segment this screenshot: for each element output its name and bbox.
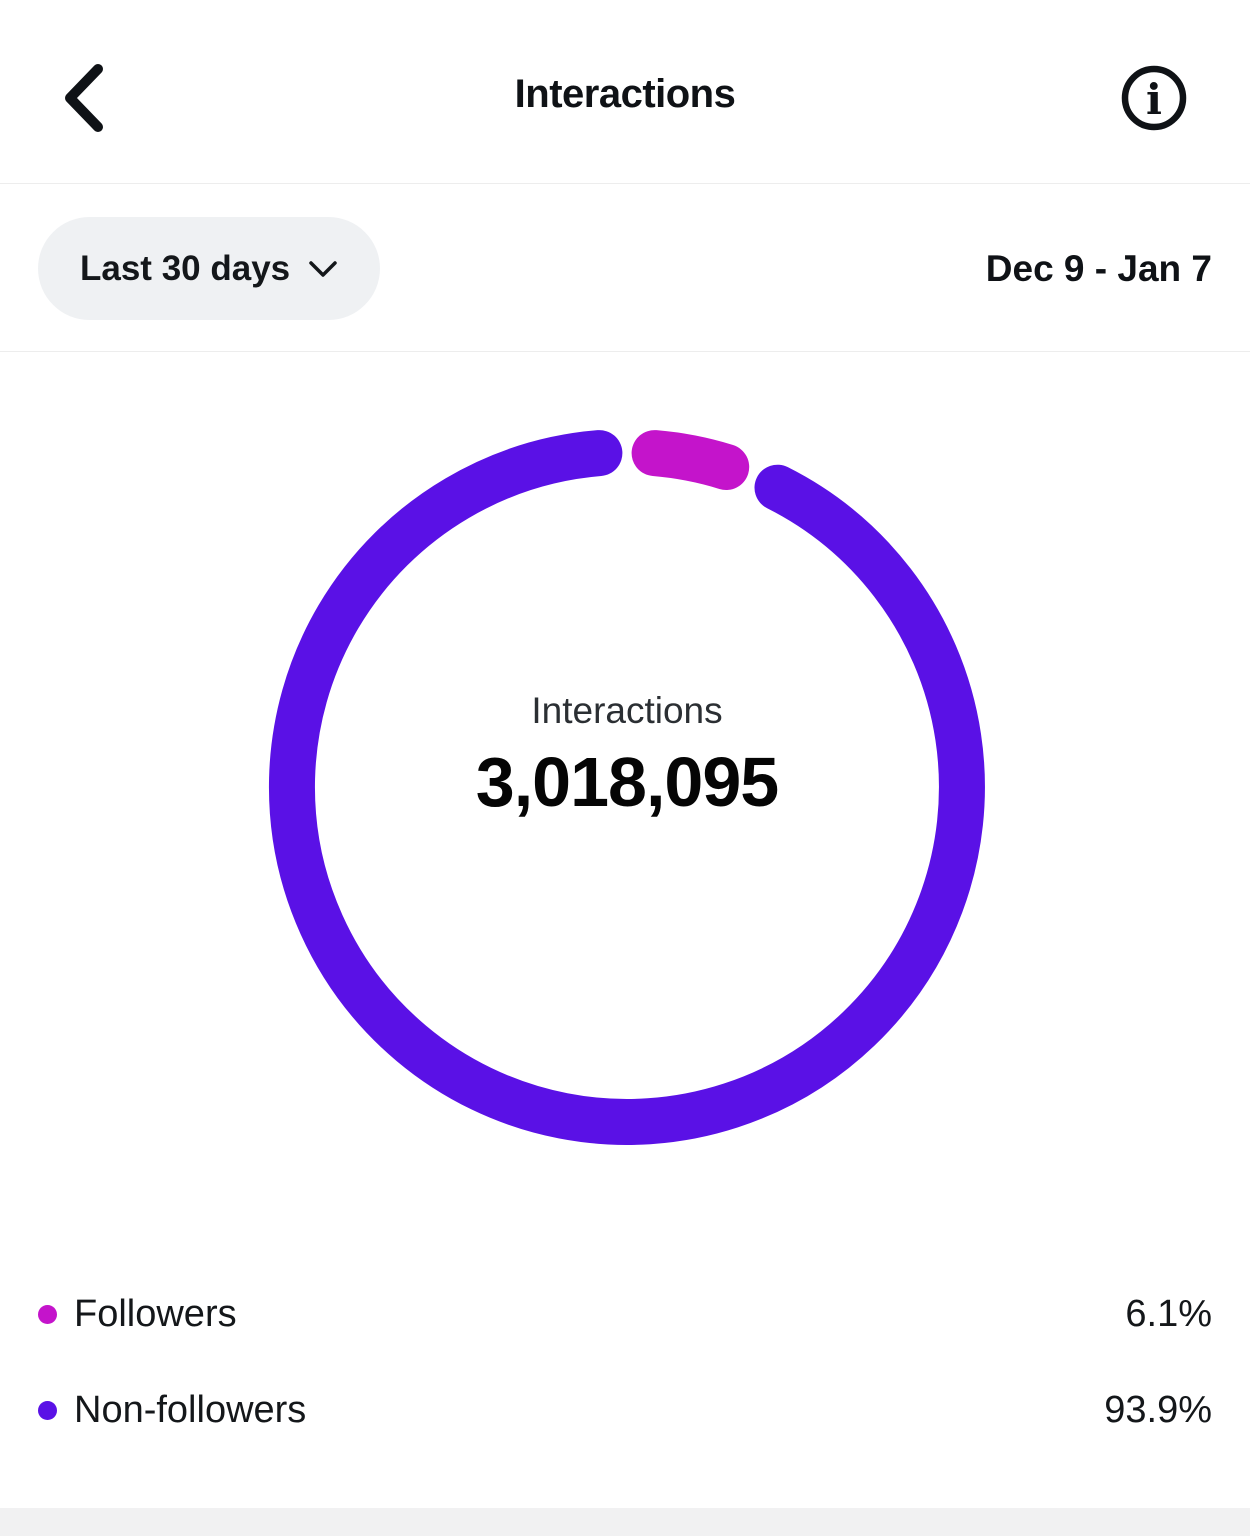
non-followers-dot-icon xyxy=(38,1400,57,1420)
donut-segment-followers xyxy=(631,430,750,490)
donut-segment-non-followers xyxy=(268,430,985,1145)
legend-row-followers: Followers 6.1% xyxy=(38,1288,1212,1340)
header: Interactions i xyxy=(0,0,1250,184)
date-range-text: Dec 9 - Jan 7 xyxy=(985,247,1212,289)
filter-row: Last 30 days Dec 9 - Jan 7 xyxy=(0,185,1250,352)
info-icon: i xyxy=(1121,65,1187,131)
followers-dot-icon xyxy=(38,1304,57,1324)
svg-text:i: i xyxy=(1146,75,1162,124)
date-range-selector-label: Last 30 days xyxy=(80,248,291,288)
legend-value: 93.9% xyxy=(1104,1388,1212,1431)
legend-value: 6.1% xyxy=(1125,1292,1212,1335)
info-button[interactable]: i xyxy=(1116,60,1192,136)
legend-label: Followers xyxy=(74,1292,237,1335)
chevron-left-icon xyxy=(65,64,103,132)
donut-chart xyxy=(268,430,985,1145)
bottom-bar xyxy=(0,1508,1250,1536)
legend-row-non-followers: Non-followers 93.9% xyxy=(38,1384,1212,1436)
date-range-selector[interactable]: Last 30 days xyxy=(38,217,381,320)
donut-center-value: 3,018,095 xyxy=(475,743,779,821)
donut-center-label: Interactions xyxy=(531,690,723,731)
page-title: Interactions xyxy=(514,72,736,116)
back-button[interactable] xyxy=(58,52,138,144)
chevron-down-icon xyxy=(309,260,337,277)
legend-label: Non-followers xyxy=(74,1388,307,1431)
donut-center: Interactions 3,018,095 xyxy=(475,690,779,822)
